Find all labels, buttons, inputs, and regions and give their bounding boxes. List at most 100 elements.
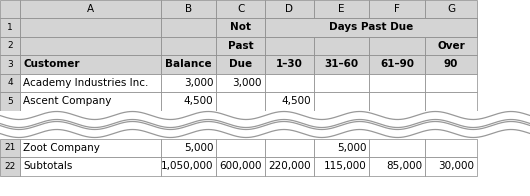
Bar bbox=[216, 18, 265, 36]
Text: F: F bbox=[394, 4, 400, 14]
Bar bbox=[0, 111, 530, 139]
Text: Customer: Customer bbox=[23, 59, 80, 69]
Text: 3,000: 3,000 bbox=[184, 78, 213, 88]
Text: 90: 90 bbox=[444, 59, 458, 69]
Text: A: A bbox=[87, 4, 94, 14]
Bar bbox=[265, 92, 314, 111]
Text: Academy Industries Inc.: Academy Industries Inc. bbox=[23, 78, 148, 88]
Bar bbox=[369, 0, 425, 18]
Text: Zoot Company: Zoot Company bbox=[23, 143, 100, 153]
Bar bbox=[425, 0, 477, 18]
Bar bbox=[20, 74, 161, 92]
Bar bbox=[425, 36, 477, 55]
Bar bbox=[161, 55, 216, 74]
Text: 1–30: 1–30 bbox=[276, 59, 303, 69]
Bar bbox=[369, 55, 425, 74]
Bar bbox=[425, 92, 477, 111]
Text: 600,000: 600,000 bbox=[219, 161, 262, 171]
Text: 4,500: 4,500 bbox=[183, 96, 213, 106]
Text: Over: Over bbox=[437, 41, 465, 51]
Bar bbox=[425, 139, 477, 157]
Bar bbox=[216, 74, 265, 92]
Text: 220,000: 220,000 bbox=[268, 161, 311, 171]
Text: 21: 21 bbox=[4, 143, 16, 152]
Text: 1,050,000: 1,050,000 bbox=[161, 161, 213, 171]
Text: G: G bbox=[447, 4, 455, 14]
Text: 85,000: 85,000 bbox=[386, 161, 422, 171]
Text: 3: 3 bbox=[7, 60, 13, 69]
Text: 1: 1 bbox=[7, 23, 13, 32]
Bar bbox=[0, 0, 20, 18]
Bar bbox=[20, 157, 161, 175]
Text: C: C bbox=[237, 4, 244, 14]
Bar bbox=[314, 92, 369, 111]
Text: 61–90: 61–90 bbox=[380, 59, 414, 69]
Bar bbox=[369, 18, 425, 36]
Text: Ascent Company: Ascent Company bbox=[23, 96, 111, 106]
Bar bbox=[0, 55, 20, 74]
Bar bbox=[265, 55, 314, 74]
Bar bbox=[314, 139, 369, 157]
Text: Balance: Balance bbox=[165, 59, 211, 69]
Bar bbox=[0, 157, 20, 175]
Text: 5: 5 bbox=[7, 97, 13, 106]
Text: E: E bbox=[338, 4, 345, 14]
Bar bbox=[161, 36, 216, 55]
Bar bbox=[369, 36, 425, 55]
Bar bbox=[0, 74, 20, 92]
Text: B: B bbox=[185, 4, 192, 14]
Bar bbox=[425, 55, 477, 74]
Bar bbox=[369, 139, 425, 157]
Bar bbox=[216, 55, 265, 74]
Bar bbox=[161, 74, 216, 92]
Text: 22: 22 bbox=[4, 162, 16, 171]
Bar bbox=[369, 157, 425, 175]
Bar bbox=[265, 36, 314, 55]
Bar bbox=[314, 36, 369, 55]
Bar bbox=[161, 157, 216, 175]
Bar bbox=[216, 139, 265, 157]
Bar bbox=[265, 18, 477, 36]
Text: Days Past Due: Days Past Due bbox=[329, 22, 413, 32]
Bar bbox=[369, 74, 425, 92]
Text: Past: Past bbox=[228, 41, 253, 51]
Bar bbox=[314, 157, 369, 175]
Bar bbox=[314, 55, 369, 74]
Text: Not: Not bbox=[230, 22, 251, 32]
Bar bbox=[20, 18, 161, 36]
Text: 2: 2 bbox=[7, 41, 13, 50]
Bar bbox=[265, 74, 314, 92]
Bar bbox=[20, 139, 161, 157]
Bar bbox=[265, 0, 314, 18]
Bar bbox=[265, 18, 314, 36]
Bar bbox=[314, 18, 369, 36]
Bar bbox=[20, 92, 161, 111]
Bar bbox=[425, 74, 477, 92]
Text: 4,500: 4,500 bbox=[281, 96, 311, 106]
Bar bbox=[216, 0, 265, 18]
Bar bbox=[314, 0, 369, 18]
Bar bbox=[161, 139, 216, 157]
Bar bbox=[0, 92, 20, 111]
Text: 5,000: 5,000 bbox=[184, 143, 213, 153]
Bar bbox=[425, 157, 477, 175]
Text: 30,000: 30,000 bbox=[438, 161, 474, 171]
Text: 115,000: 115,000 bbox=[324, 161, 366, 171]
Bar bbox=[216, 157, 265, 175]
Bar bbox=[20, 36, 161, 55]
Bar bbox=[0, 36, 20, 55]
Bar bbox=[425, 18, 477, 36]
Bar bbox=[161, 92, 216, 111]
Bar bbox=[161, 0, 216, 18]
Text: Subtotals: Subtotals bbox=[23, 161, 73, 171]
Text: 5,000: 5,000 bbox=[337, 143, 366, 153]
Text: 31–60: 31–60 bbox=[324, 59, 359, 69]
Bar bbox=[216, 92, 265, 111]
Text: D: D bbox=[285, 4, 294, 14]
Bar bbox=[314, 74, 369, 92]
Bar bbox=[265, 139, 314, 157]
Bar bbox=[369, 92, 425, 111]
Text: Due: Due bbox=[229, 59, 252, 69]
Bar bbox=[265, 157, 314, 175]
Bar bbox=[20, 55, 161, 74]
